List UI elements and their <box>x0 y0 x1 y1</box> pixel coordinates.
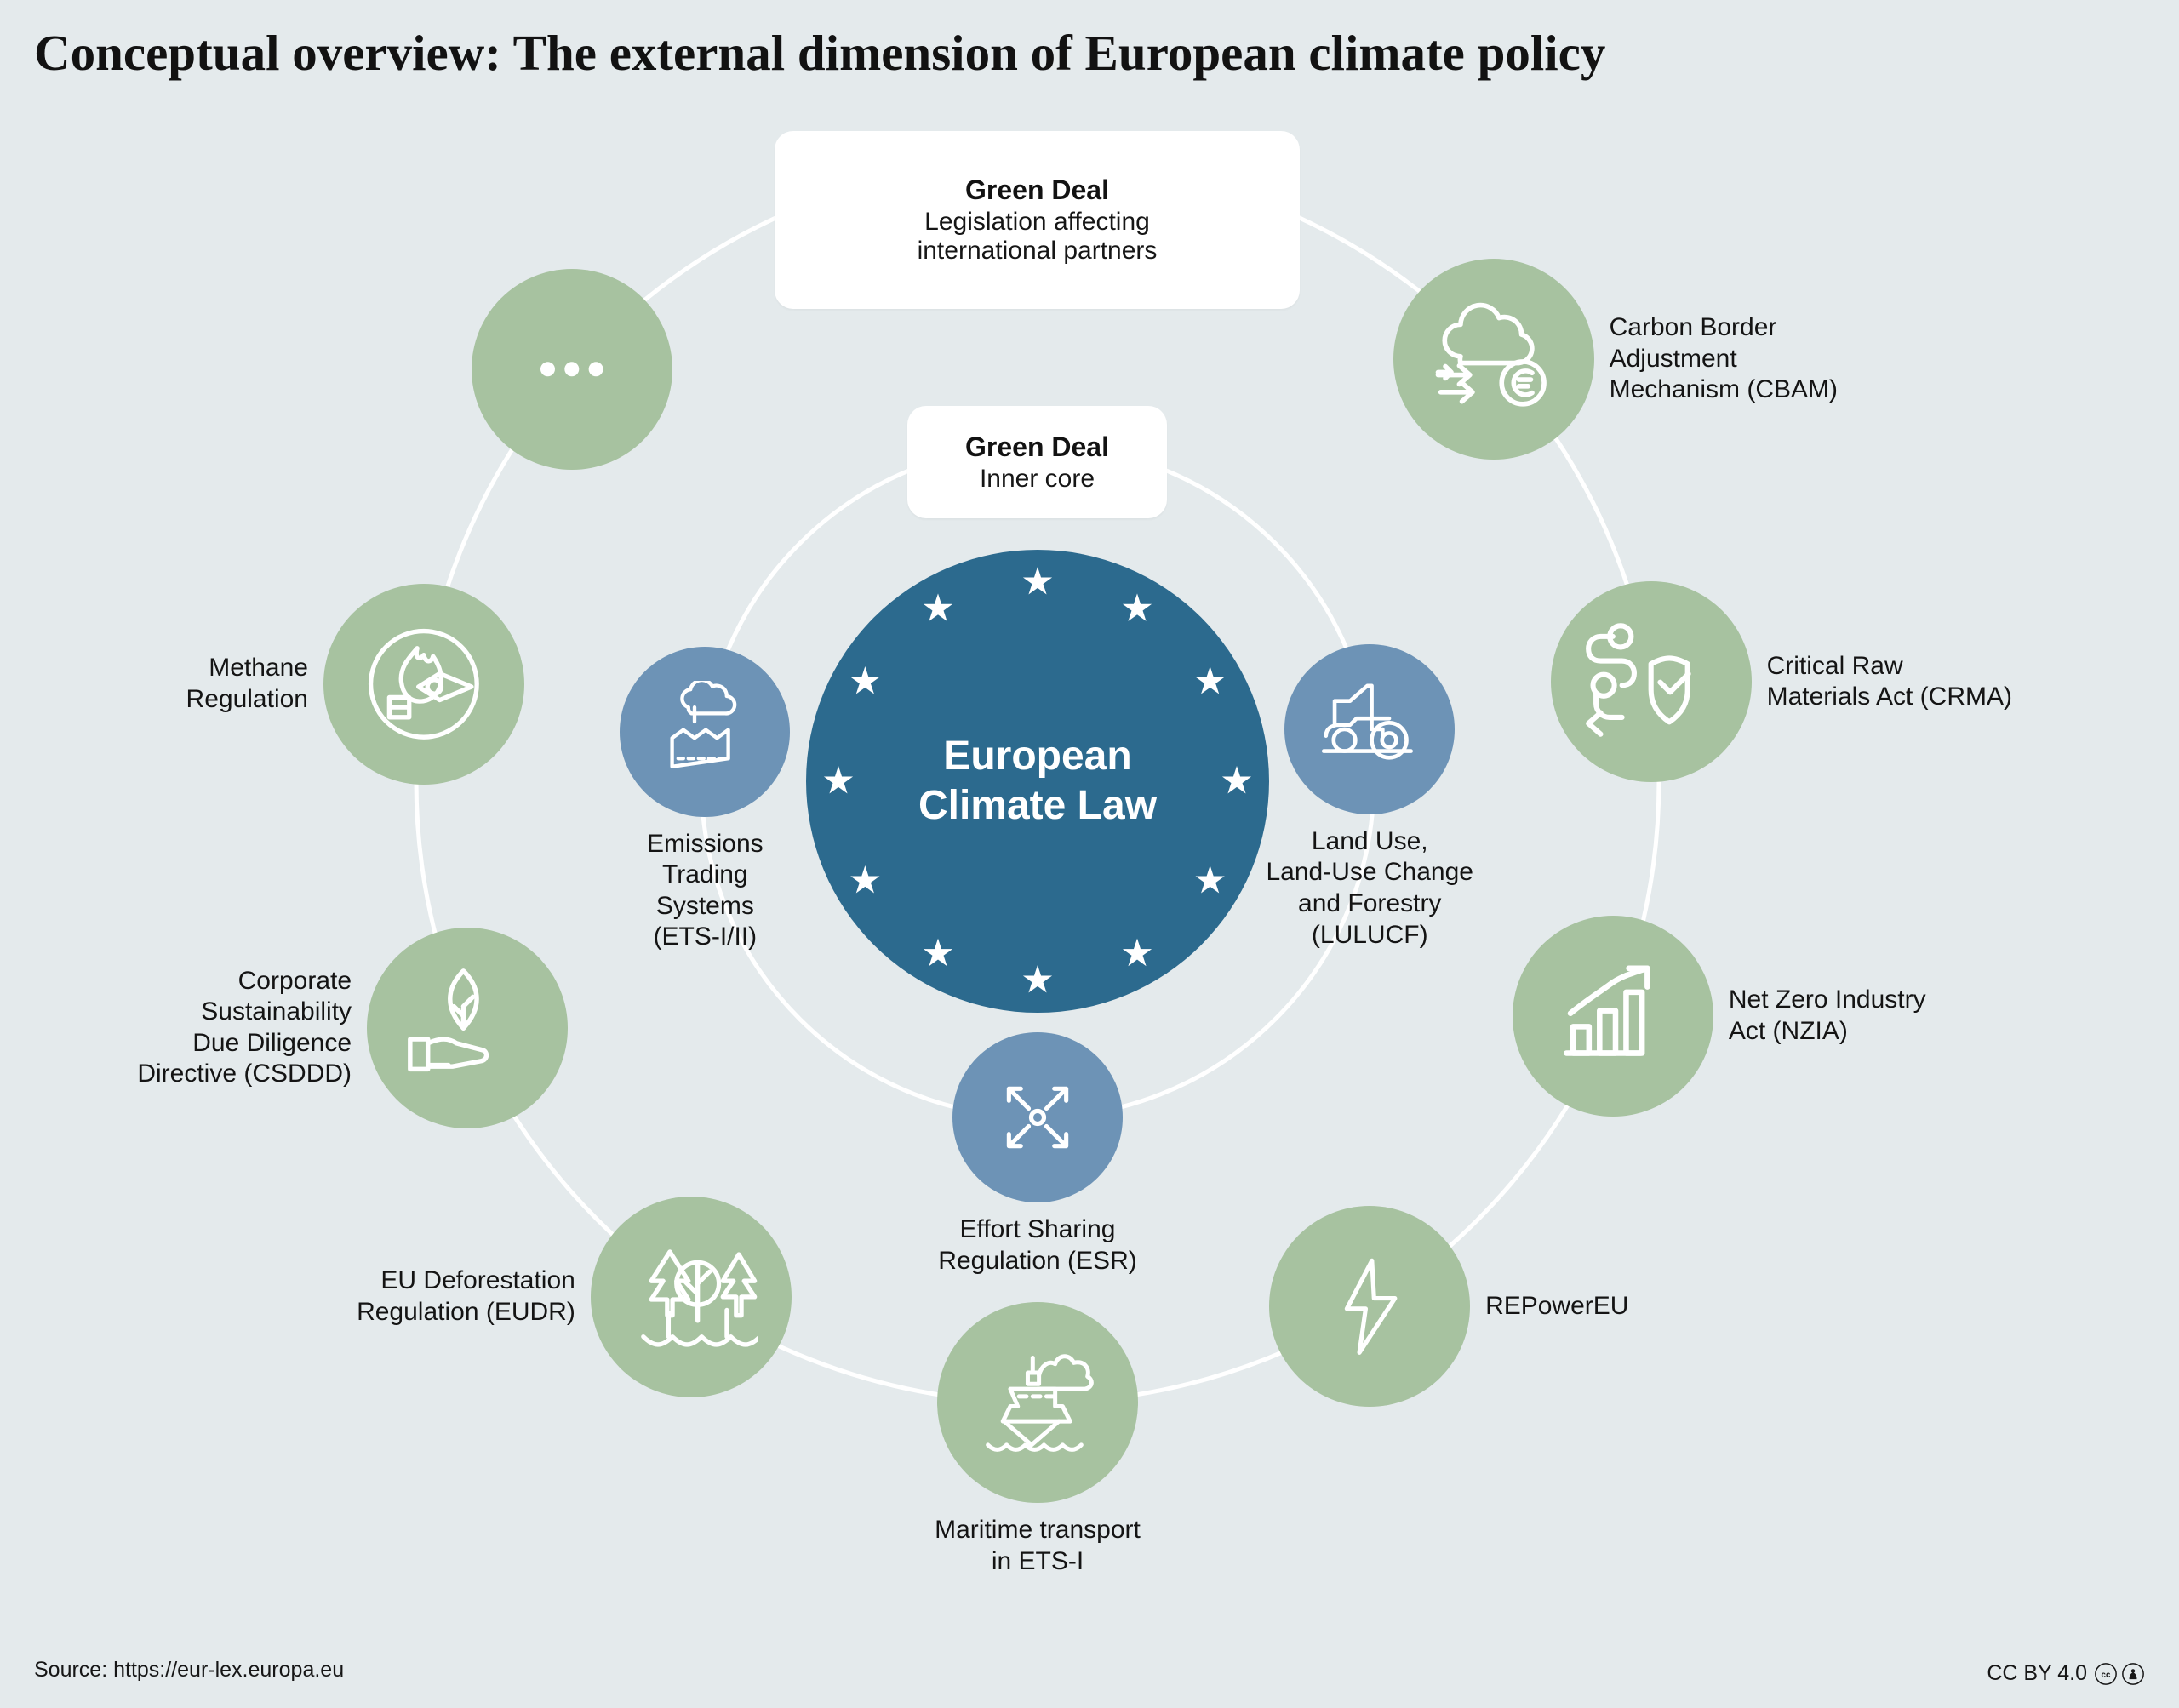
svg-text:cc: cc <box>2102 1671 2111 1680</box>
